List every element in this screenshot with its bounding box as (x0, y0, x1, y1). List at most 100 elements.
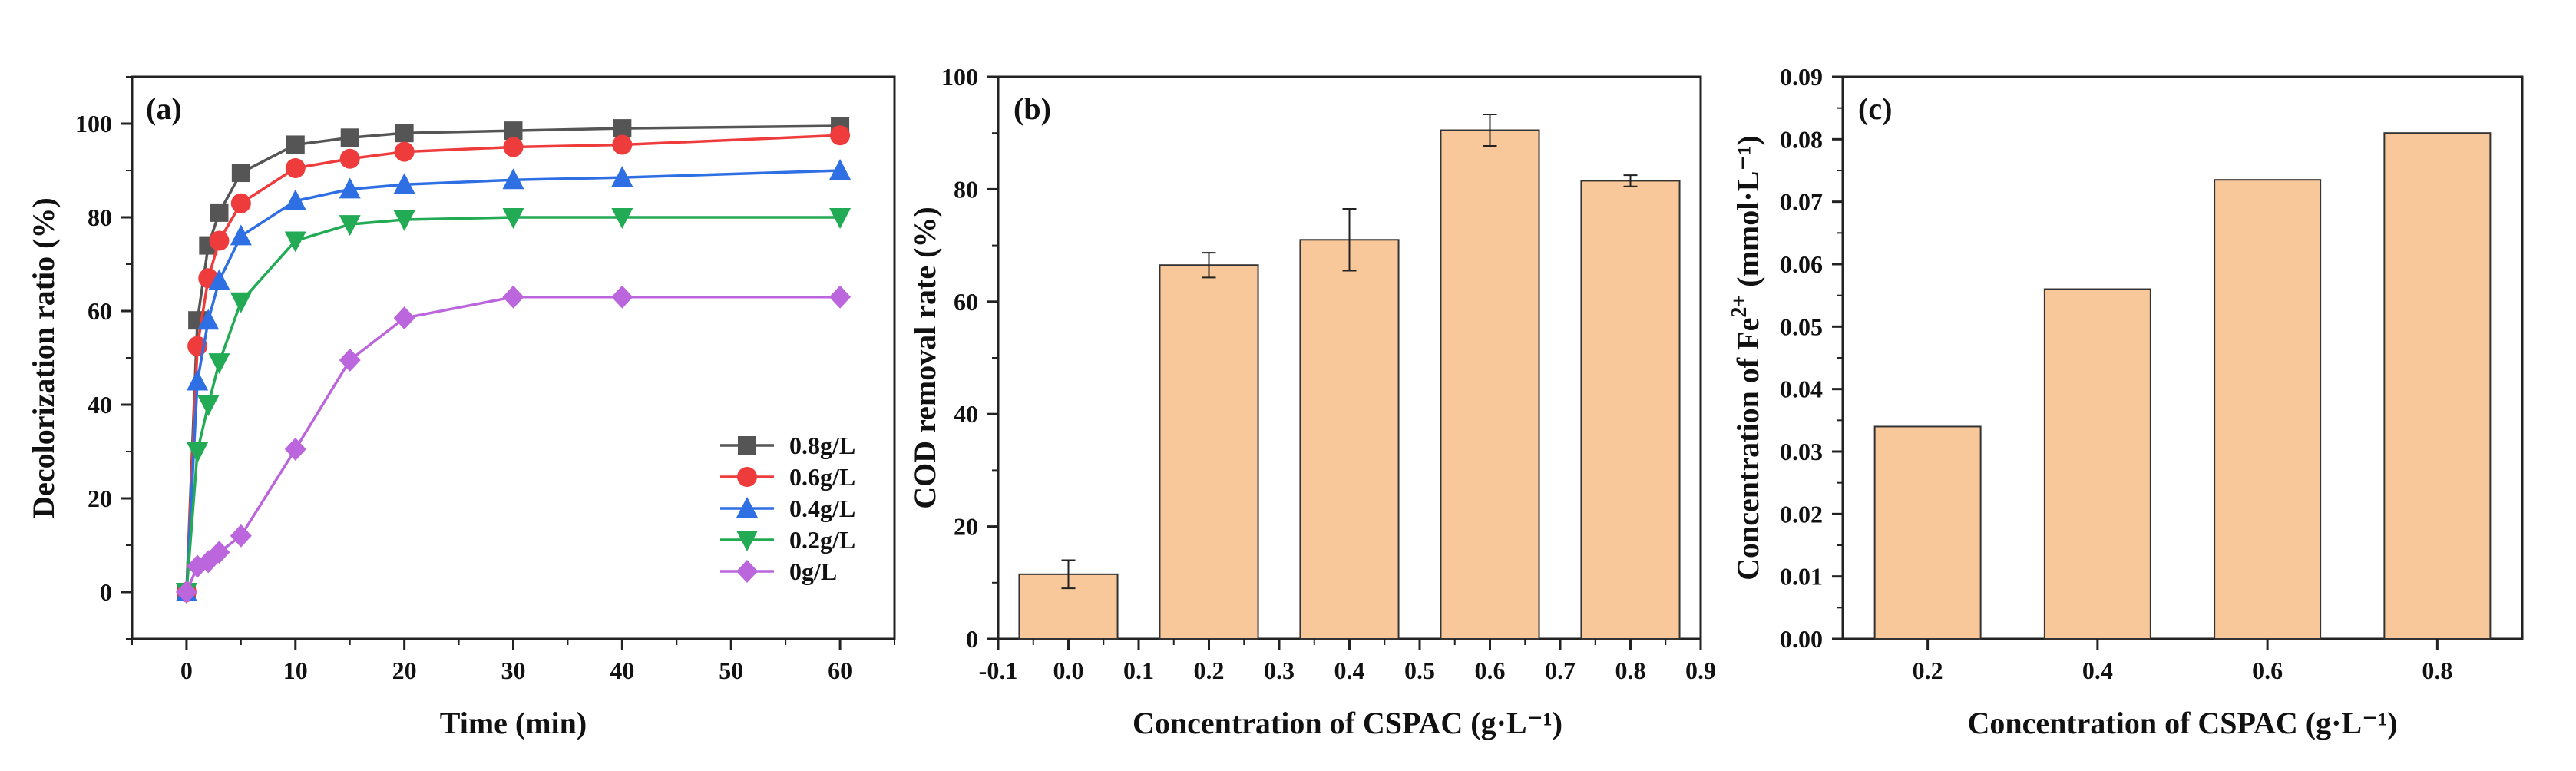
y-tick-label: 0.00 (1780, 625, 1823, 653)
y-tick-label: 100 (75, 110, 112, 137)
y-axis-title: Concentration of Fe2+ (mmol·L⁻¹) (1728, 135, 1765, 581)
x-tick-label: 40 (610, 657, 634, 684)
marker-circle (737, 467, 757, 487)
series-line (185, 124, 841, 593)
marker-triangle-down (187, 442, 209, 463)
marker-triangle-down (230, 292, 252, 313)
x-tick-label: 20 (392, 657, 417, 684)
y-tick-label: 20 (88, 485, 112, 512)
legend-label: 0.2g/L (789, 526, 855, 554)
x-tick-label: 0.4 (2082, 657, 2113, 684)
y-tick-label: 0 (966, 625, 978, 653)
panel-b: -0.1 0.0 0.1 0.2 0.3 0.4 0.5 0.6 0.7 0.8 0.9 0 20 40 6… (908, 63, 1716, 740)
bar (2383, 132, 2492, 640)
y-axis-title-superscript: 2+ (1728, 295, 1751, 318)
marker-triangle-down (284, 231, 306, 253)
y-axis-title-unit: (mmol·L⁻¹) (1731, 135, 1765, 295)
marker-triangle-up (502, 168, 524, 190)
legend-label: 0g/L (789, 558, 837, 585)
bar (1873, 425, 1982, 640)
y-tick-label: 60 (88, 297, 112, 325)
marker-diamond (284, 437, 306, 461)
bar (1440, 129, 1540, 640)
y-tick-label: 20 (954, 513, 978, 541)
x-tick-label: 0.2 (1194, 657, 1225, 684)
y-tick-label: 40 (88, 391, 112, 419)
y-axis-title-text: Concentration of Fe (1731, 318, 1765, 581)
marker-triangle-up (393, 173, 415, 194)
marker-triangle-down (197, 395, 220, 416)
x-tick-label: 10 (283, 657, 308, 684)
y-tick-label: 0.02 (1780, 500, 1823, 528)
marker-triangle-up (230, 224, 252, 246)
marker-triangle-up (208, 269, 230, 290)
marker-diamond (736, 560, 758, 583)
x-tick-label: 0.4 (1334, 657, 1365, 684)
x-tick-label: 0 (180, 657, 193, 684)
x-tick-label: 0.6 (1475, 657, 1506, 684)
y-tick-label: 0.04 (1780, 376, 1823, 403)
marker-triangle-down (393, 210, 415, 232)
x-axis-title: Concentration of CSPAC (g·L⁻¹) (1967, 706, 2397, 740)
bar (1299, 239, 1400, 640)
x-tick-label: -0.1 (979, 657, 1018, 684)
marker-diamond (339, 349, 361, 372)
y-tick-label: 0.01 (1780, 563, 1823, 591)
marker-triangle-down (208, 353, 230, 375)
series-line (185, 134, 841, 593)
marker-circle (394, 141, 415, 162)
y-tick-label: 0.03 (1780, 438, 1823, 465)
marker-triangle-down (829, 208, 852, 229)
bar (2214, 179, 2322, 640)
y-tick-label: 0.08 (1780, 125, 1823, 153)
y-tick-label: 0.06 (1780, 250, 1823, 278)
marker-circle (230, 193, 251, 213)
y-tick-label: 60 (954, 288, 978, 316)
bar (2043, 288, 2151, 640)
marker-triangle-up (284, 189, 306, 210)
marker-circle (612, 134, 633, 155)
marker-diamond (611, 285, 633, 309)
x-tick-label: 0.2 (1913, 657, 1943, 684)
legend-label: 0.8g/L (789, 432, 855, 459)
marker-triangle-up (736, 497, 758, 518)
y-tick-label: 0.05 (1780, 313, 1823, 340)
x-tick-label: 0.6 (2252, 657, 2283, 684)
series-line (185, 169, 841, 593)
marker-triangle-up (339, 177, 361, 199)
marker-triangle-up (197, 309, 220, 330)
marker-square (210, 203, 229, 222)
x-tick-label: 0.5 (1404, 657, 1435, 684)
marker-triangle-down (736, 531, 758, 551)
marker-triangle-up (829, 159, 852, 180)
x-tick-label: 60 (828, 657, 852, 684)
panel-label: (b) (1014, 91, 1051, 126)
x-tick-label: 0.9 (1685, 657, 1716, 684)
y-tick-label: 80 (954, 175, 978, 203)
x-tick-label: 50 (719, 657, 743, 684)
marker-diamond (393, 306, 415, 330)
marker-diamond (502, 285, 524, 309)
bar (1580, 180, 1681, 640)
marker-triangle-up (611, 166, 633, 187)
marker-square (738, 436, 756, 455)
y-tick-label: 0.07 (1780, 188, 1823, 216)
marker-diamond (208, 541, 230, 564)
legend-label: 0.4g/L (789, 495, 855, 522)
panel-label: (c) (1858, 91, 1892, 126)
marker-square (286, 135, 305, 154)
marker-triangle-down (339, 215, 361, 237)
legend-label: 0.6g/L (789, 463, 855, 491)
marker-square (340, 128, 359, 147)
marker-circle (285, 157, 306, 178)
marker-diamond (175, 581, 197, 604)
plot-frame (131, 75, 896, 640)
marker-square (613, 119, 632, 138)
marker-square (395, 124, 414, 143)
y-tick-label: 40 (954, 400, 978, 428)
marker-circle (830, 125, 851, 146)
panel-a: 0 10 20 30 40 50 60 0 20 40 60 80 100 0.8g/L 0.6g/L 0.4… (26, 75, 896, 740)
x-axis-title: Time (min) (440, 706, 587, 740)
y-axis-title: COD removal rate (%) (908, 207, 942, 509)
